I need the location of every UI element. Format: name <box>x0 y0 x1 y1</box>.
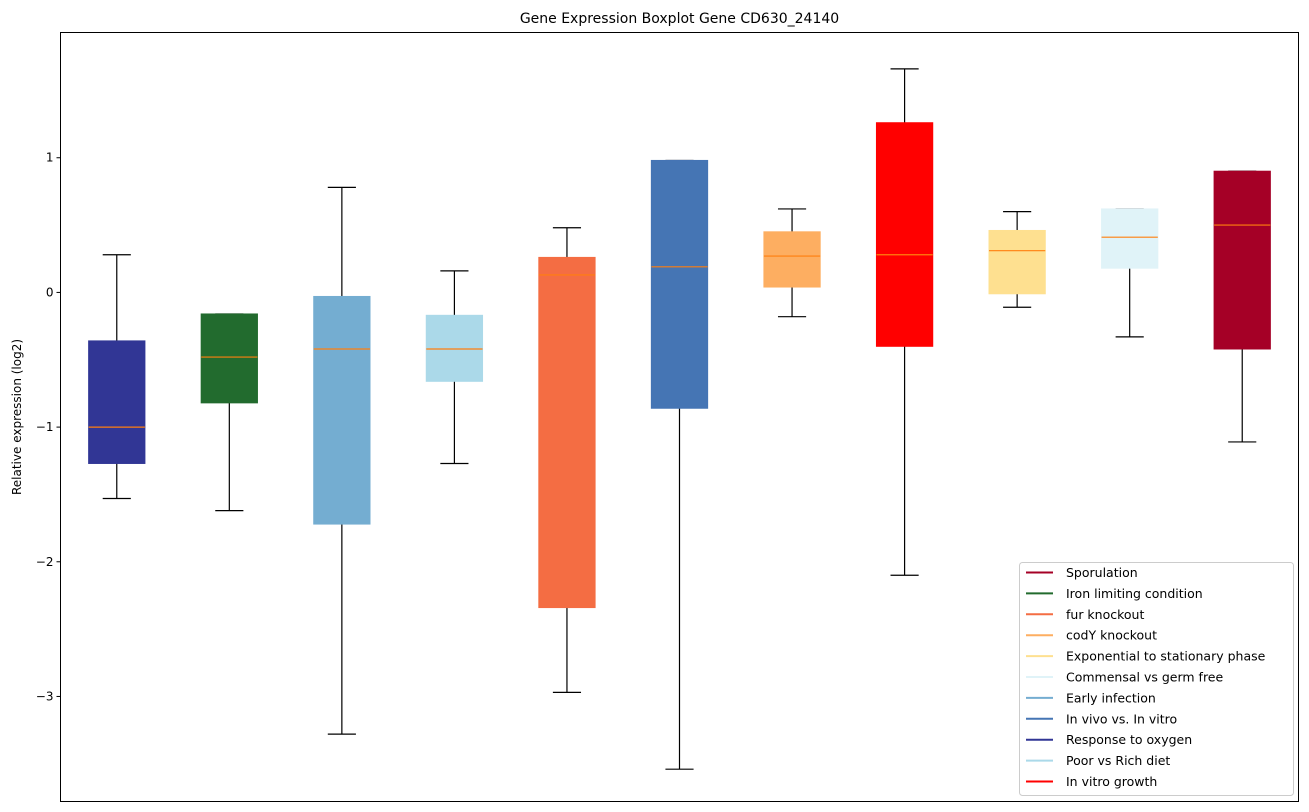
box-fur-knockout <box>538 227 596 694</box>
legend-item: In vivo vs. In vitro <box>1026 711 1177 726</box>
legend-frame <box>1019 562 1294 796</box>
legend-item: Exponential to stationary phase <box>1026 649 1266 664</box>
y-tick-label: 0 <box>46 285 54 299</box>
box-body <box>1213 170 1271 350</box>
y-axis-ticks: 1 0 −1 −2 −3 <box>36 151 61 703</box>
legend-label: Exponential to stationary phase <box>1066 649 1266 664</box>
legend-label: fur knockout <box>1066 607 1144 622</box>
box-early-infection <box>313 186 371 735</box>
legend-label: Iron limiting condition <box>1066 586 1203 601</box>
legend-label: In vitro growth <box>1066 774 1157 789</box>
legend-label: Poor vs Rich diet <box>1066 753 1170 768</box>
box-in-vitro-growth <box>875 68 934 576</box>
box-body <box>875 122 934 347</box>
legend-item: In vitro growth <box>1026 774 1157 789</box>
legend-item: Early infection <box>1026 690 1156 705</box>
box-poor-vs-rich-diet <box>425 270 484 465</box>
legend-item: codY knockout <box>1026 628 1157 643</box>
y-tick-label: −1 <box>36 420 54 434</box>
plot-frame <box>60 32 1299 802</box>
legend-label: Commensal vs germ free <box>1066 670 1223 685</box>
box-body <box>538 256 596 609</box>
legend-item: Poor vs Rich diet <box>1026 753 1170 768</box>
legend-item: Commensal vs germ free <box>1026 670 1223 685</box>
y-tick-label: 1 <box>46 151 54 165</box>
legend-label: In vivo vs. In vitro <box>1066 711 1177 726</box>
box-body <box>88 340 146 464</box>
boxes-group <box>88 68 1271 770</box>
legend-item: fur knockout <box>1026 607 1144 622</box>
box-body <box>425 314 484 382</box>
box-body <box>1101 208 1159 269</box>
box-exponential-to-stationary-phase <box>988 211 1046 308</box>
box-in-vivo-vs-in-vitro <box>650 159 709 770</box>
legend-item: Response to oxygen <box>1026 732 1192 747</box>
box-body <box>763 231 821 288</box>
box-body <box>988 229 1046 295</box>
y-axis-label: Relative expression (log2) <box>10 339 24 495</box>
legend-item: Sporulation <box>1026 565 1138 580</box>
box-cody-knockout <box>763 208 821 318</box>
box-body <box>650 159 709 409</box>
chart-title: Gene Expression Boxplot Gene CD630_24140 <box>520 11 839 27</box>
legend-item: Iron limiting condition <box>1026 586 1203 601</box>
legend-label: codY knockout <box>1066 628 1157 643</box>
legend-label: Early infection <box>1066 690 1156 705</box>
legend: Sporulation Iron limiting condition fur kn… <box>1019 562 1294 796</box>
box-sporulation <box>1213 170 1271 443</box>
y-tick-label: −3 <box>36 689 54 703</box>
box-response-to-oxygen <box>88 254 146 500</box>
box-body <box>200 313 258 404</box>
box-body <box>313 295 371 525</box>
legend-label: Response to oxygen <box>1066 732 1192 747</box>
box-commensal-vs-germ-free <box>1101 208 1159 338</box>
y-tick-label: −2 <box>36 555 54 569</box>
legend-label: Sporulation <box>1066 565 1138 580</box>
box-iron-limiting-condition <box>200 313 258 512</box>
